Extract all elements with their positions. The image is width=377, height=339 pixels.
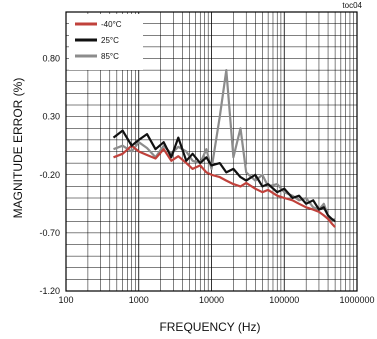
- y-axis-title: MAGNITUDE ERROR (%): [11, 78, 25, 219]
- figure-id-label: toc04: [342, 1, 362, 10]
- x-tick-label: 1000000: [339, 295, 374, 305]
- series-group: [112, 68, 336, 228]
- y-tick-label: 0.30: [42, 112, 60, 122]
- plot-frame: [65, 11, 358, 292]
- x-tick-label: 10000: [199, 295, 224, 305]
- legend: -40°C 25°C 85°C: [69, 14, 143, 70]
- y-tick-label: -0.70: [39, 228, 60, 238]
- legend-label: 25°C: [101, 36, 119, 45]
- y-tick-label: -0.20: [39, 170, 60, 180]
- series-line-0: [113, 144, 336, 228]
- axes: 100 1000 10000 100000 1000000 0.80 0.30 -0.20 -0…: [39, 11, 375, 305]
- y-tick-label: -1.20: [39, 286, 60, 296]
- x-axis-title: FREQUENCY (Hz): [159, 320, 260, 334]
- series-line-1: [112, 129, 336, 223]
- x-tick-label: 100000: [269, 295, 299, 305]
- legend-label: -40°C: [101, 20, 122, 29]
- x-tick-label: 100: [58, 295, 73, 305]
- y-tick-label: 0.80: [42, 54, 60, 64]
- x-tick-label: 1000: [129, 295, 149, 305]
- series-line-2: [113, 68, 336, 223]
- legend-label: 85°C: [101, 52, 119, 61]
